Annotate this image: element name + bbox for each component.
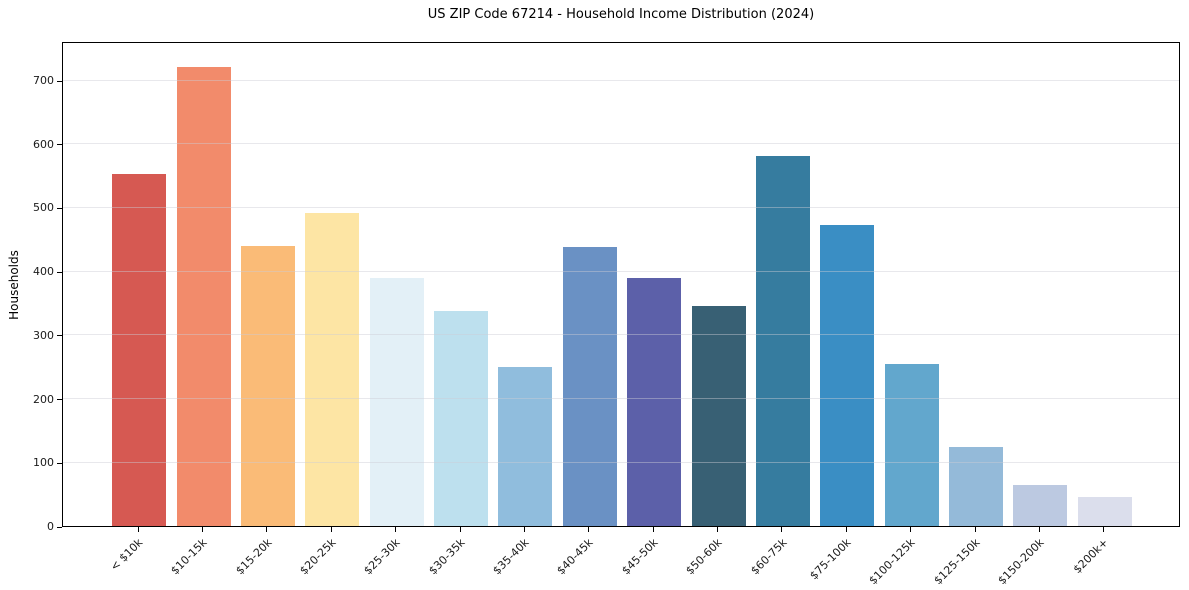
x-tick-mark-5 xyxy=(459,527,461,532)
gridline-100 xyxy=(63,461,1179,463)
bar--25-30k xyxy=(369,278,424,526)
x-tick-label-12: $100-125k xyxy=(866,536,918,588)
y-tick-mark-600 xyxy=(57,144,62,146)
y-tick-mark-500 xyxy=(57,207,62,209)
x-tick-label-9: $50-60k xyxy=(683,536,725,578)
x-tick-label-1: $10-15k xyxy=(168,536,210,578)
y-tick-label-0: 0 xyxy=(47,520,54,533)
bar--100-125k xyxy=(884,363,939,526)
gridline-200 xyxy=(63,398,1179,400)
x-tick-mark-9 xyxy=(717,527,719,532)
bar--20-25k xyxy=(305,212,360,526)
y-tick-mark-700 xyxy=(57,80,62,82)
y-tick-label-400: 400 xyxy=(33,265,54,279)
x-tick-mark-12 xyxy=(910,527,912,532)
y-tick-mark-400 xyxy=(57,271,62,273)
bar--15-20k xyxy=(240,245,295,526)
bar-layer xyxy=(63,43,1179,526)
x-tick-label-0: < $10k xyxy=(107,536,146,574)
x-tick-label-15: $200k+ xyxy=(1070,536,1112,577)
bar--75-100k xyxy=(820,225,875,526)
bar--45-50k xyxy=(627,277,682,526)
bar--30-35k xyxy=(434,311,489,526)
x-tick-mark-3 xyxy=(330,527,332,532)
x-tick-label-2: $15-20k xyxy=(232,536,275,578)
gridline-layer xyxy=(63,43,1179,526)
x-tick-mark-11 xyxy=(845,527,847,532)
y-tick-label-200: 200 xyxy=(33,392,54,406)
x-tick-mark-7 xyxy=(588,527,590,532)
x-tick-mark-4 xyxy=(395,527,397,532)
x-tick-label-8: $45-50k xyxy=(619,536,661,578)
x-tick-label-3: $20-25k xyxy=(297,536,339,578)
gridline-600 xyxy=(63,143,1179,145)
y-tick-label-600: 600 xyxy=(33,137,54,151)
x-tick-mark-14 xyxy=(1038,527,1040,532)
bar--10k xyxy=(112,173,167,526)
x-tick-label-6: $35-40k xyxy=(490,536,532,578)
y-tick-mark-100 xyxy=(57,462,62,464)
y-tick-mark-0 xyxy=(57,526,62,528)
x-tick-mark-0 xyxy=(137,527,139,532)
x-tick-mark-6 xyxy=(523,527,525,532)
x-tick-mark-15 xyxy=(1103,527,1105,532)
bar--40-45k xyxy=(562,246,617,526)
y-tick-mark-200 xyxy=(57,399,62,401)
x-tick-mark-1 xyxy=(202,527,204,532)
y-axis-label-container: Households xyxy=(0,42,28,527)
bar--200k- xyxy=(1077,497,1132,526)
x-tick-label-14: $150-200k xyxy=(995,536,1047,588)
x-tick-label-11: $75-100k xyxy=(807,536,854,583)
bar--50-60k xyxy=(691,306,746,526)
plot-area xyxy=(62,42,1180,527)
y-axis-label: Households xyxy=(7,249,22,320)
bar--150-200k xyxy=(1013,484,1068,526)
y-tick-label-500: 500 xyxy=(33,201,54,215)
x-tick-mark-8 xyxy=(652,527,654,532)
x-tick-label-5: $30-35k xyxy=(425,536,468,578)
y-tick-label-700: 700 xyxy=(33,74,54,87)
gridline-500 xyxy=(63,206,1179,208)
x-tick-label-10: $60-75k xyxy=(747,536,790,578)
chart-title: US ZIP Code 67214 - Household Income Dis… xyxy=(427,7,815,22)
x-tick-label-7: $40-45k xyxy=(554,536,597,578)
bar--35-40k xyxy=(498,366,553,526)
x-tick-label-13: $125-150k xyxy=(931,536,983,588)
x-tick-mark-13 xyxy=(974,527,976,532)
gridline-700 xyxy=(63,79,1179,81)
y-tick-label-100: 100 xyxy=(33,456,54,470)
y-tick-label-300: 300 xyxy=(33,328,54,342)
x-tick-label-4: $25-30k xyxy=(361,536,403,578)
bar--125-150k xyxy=(949,447,1004,526)
x-tick-mark-10 xyxy=(781,527,783,532)
bar--10-15k xyxy=(176,67,231,526)
gridline-300 xyxy=(63,334,1179,336)
bar--60-75k xyxy=(755,156,810,526)
gridline-400 xyxy=(63,270,1179,272)
x-tick-mark-2 xyxy=(266,527,268,532)
y-tick-mark-300 xyxy=(57,335,62,337)
